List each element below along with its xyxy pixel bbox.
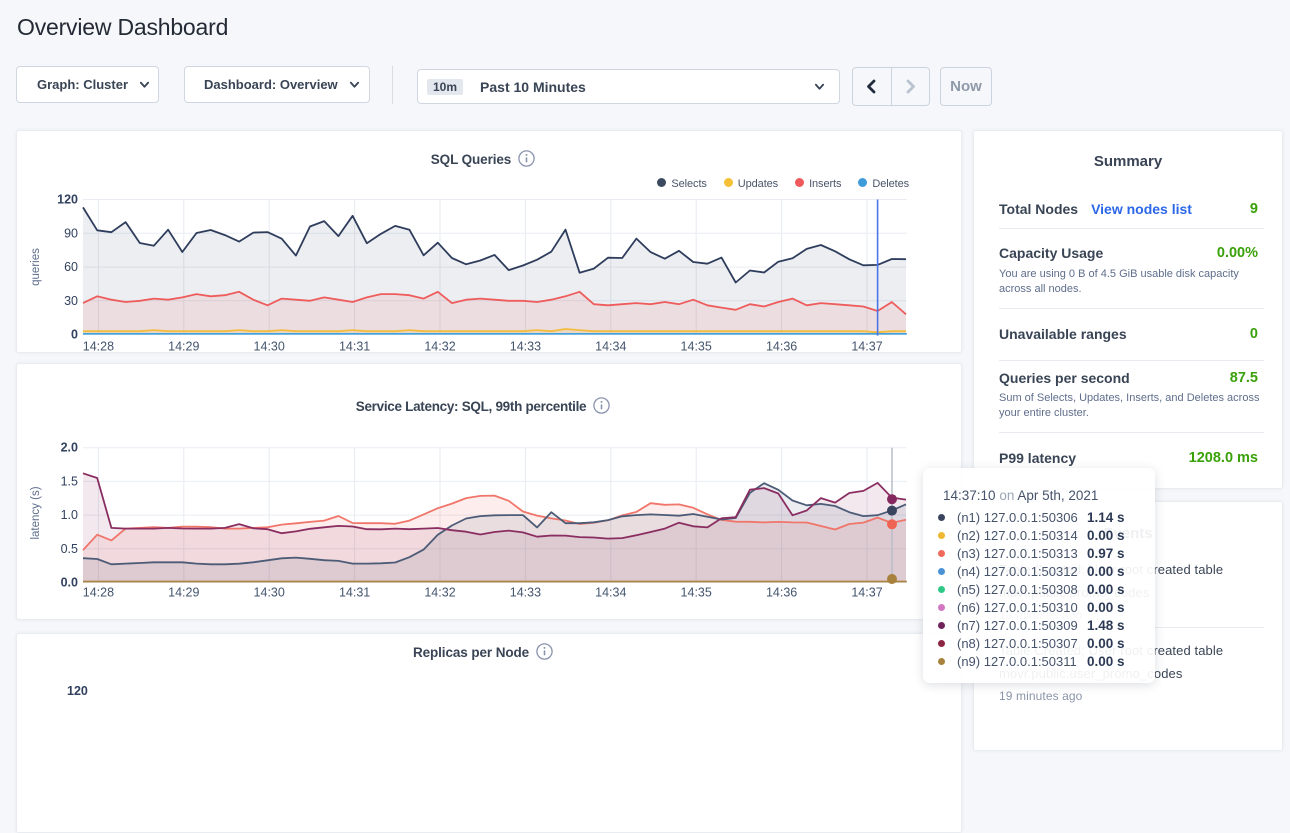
svg-text:14:31: 14:31 — [339, 586, 370, 600]
svg-text:0: 0 — [71, 328, 78, 342]
svg-text:14:30: 14:30 — [254, 340, 285, 354]
svg-text:30: 30 — [64, 294, 78, 308]
svg-text:14:34: 14:34 — [595, 340, 626, 354]
svg-text:14:32: 14:32 — [424, 340, 455, 354]
svg-text:14:37: 14:37 — [851, 340, 882, 354]
svg-text:14:29: 14:29 — [168, 340, 199, 354]
svg-text:1.5: 1.5 — [61, 474, 78, 488]
svg-text:14:35: 14:35 — [681, 340, 712, 354]
svg-text:0.0: 0.0 — [61, 576, 78, 590]
svg-text:14:28: 14:28 — [83, 340, 114, 354]
svg-text:14:33: 14:33 — [510, 586, 541, 600]
svg-text:2.0: 2.0 — [61, 441, 78, 455]
svg-text:120: 120 — [57, 193, 78, 207]
svg-text:14:36: 14:36 — [766, 340, 797, 354]
svg-text:0.5: 0.5 — [61, 542, 78, 556]
svg-text:14:28: 14:28 — [83, 586, 114, 600]
svg-text:latency (s): latency (s) — [30, 486, 42, 539]
svg-text:60: 60 — [64, 260, 78, 274]
svg-text:1.0: 1.0 — [61, 508, 78, 522]
svg-text:14:32: 14:32 — [424, 586, 455, 600]
svg-text:14:34: 14:34 — [595, 586, 626, 600]
svg-text:14:30: 14:30 — [254, 586, 285, 600]
svg-text:14:36: 14:36 — [766, 586, 797, 600]
svg-text:queries: queries — [30, 248, 42, 286]
svg-text:14:35: 14:35 — [681, 586, 712, 600]
svg-text:14:29: 14:29 — [168, 586, 199, 600]
svg-text:90: 90 — [64, 226, 78, 240]
svg-text:14:33: 14:33 — [510, 340, 541, 354]
svg-text:14:37: 14:37 — [851, 586, 882, 600]
svg-text:14:31: 14:31 — [339, 340, 370, 354]
